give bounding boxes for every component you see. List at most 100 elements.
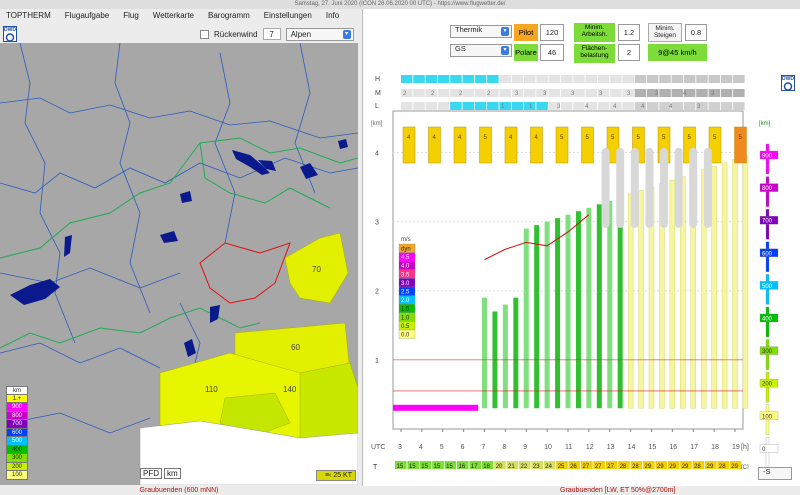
right-axis-swatch xyxy=(759,150,779,160)
temp-cell xyxy=(705,461,717,469)
km-unit-button[interactable]: km xyxy=(164,468,181,479)
region-value: Alpen xyxy=(290,29,312,39)
cloud-cell xyxy=(487,75,499,83)
cloud-cell xyxy=(720,102,733,110)
temp-cell xyxy=(729,461,742,469)
menu-einstellungen[interactable]: Einstellungen xyxy=(263,11,312,20)
cloud-puff xyxy=(630,147,639,228)
cloud-cell xyxy=(610,89,622,97)
cloud-cell xyxy=(524,102,536,110)
right-axis-swatch xyxy=(759,346,779,355)
flaechen-input[interactable]: 2 xyxy=(618,44,640,61)
unit-select[interactable]: -S xyxy=(758,467,792,480)
temp-cell xyxy=(717,461,729,469)
chevron-down-icon: ▾ xyxy=(342,29,351,39)
map-legend-items: 1.+ 900 800 700 600 500 400 300 200 100 xyxy=(6,394,28,480)
thermik-select[interactable]: Thermik ▾ xyxy=(450,25,512,38)
cloud-cell xyxy=(647,75,659,83)
cloud-base-label: 5 xyxy=(739,135,743,141)
cloud-cell xyxy=(499,89,511,97)
min-arbeit-label: Minim. Arbeitsh. xyxy=(574,23,615,42)
menu-flug[interactable]: Flug xyxy=(123,11,139,20)
temp-value: 29 xyxy=(707,464,714,469)
thermal-bar xyxy=(732,159,738,409)
cloud-cell xyxy=(597,89,610,97)
pilot-input[interactable]: 120 xyxy=(540,24,564,41)
min-arbeit-input[interactable]: 1.2 xyxy=(618,24,640,41)
cloud-column xyxy=(555,126,569,164)
glider-value: GS xyxy=(455,44,466,53)
right-axis-swatch xyxy=(759,281,779,290)
polare-input[interactable]: 46 xyxy=(540,44,564,61)
thermal-bar xyxy=(617,197,623,409)
cloud-column xyxy=(479,126,492,164)
unit-select-value: -S xyxy=(763,467,771,476)
thermal-panel: Thermik ▾ GS ▾ Pilot 120 Polare 46 Minim… xyxy=(362,9,800,486)
cloud-cell xyxy=(733,75,745,83)
cloud-cell xyxy=(696,75,708,83)
map-controls: Rückenwind 7 Alpen ▾ xyxy=(200,27,354,41)
cloud-cell xyxy=(437,102,450,110)
rueckenwind-value[interactable]: 7 xyxy=(262,28,281,40)
cloud-cell xyxy=(708,75,720,83)
temp-value: 16 xyxy=(459,464,466,469)
min-steigen-input[interactable]: 0.8 xyxy=(685,24,707,41)
weather-map[interactable]: 70 60 110 140 xyxy=(0,43,358,485)
menu-flugaufgabe[interactable]: Flugaufgabe xyxy=(64,11,110,20)
map-label-2: 60 xyxy=(291,343,300,352)
region-select[interactable]: Alpen ▾ xyxy=(285,27,354,41)
cloud-row-label: L xyxy=(375,103,379,110)
thermal-bar xyxy=(544,221,550,409)
right-axis-swatch xyxy=(759,248,779,257)
temp-cell xyxy=(556,461,568,469)
temp-value: 29 xyxy=(731,464,738,469)
cloud-cell xyxy=(425,102,438,110)
updraft-legend-label: 1.0 xyxy=(401,315,410,321)
map-label-1: 70 xyxy=(312,265,321,274)
map-legend-item: 500 xyxy=(6,437,28,446)
temp-cell xyxy=(643,461,655,469)
temp-cell xyxy=(519,461,531,469)
cloud-cell xyxy=(634,75,647,83)
cloud-l-value: 3 xyxy=(557,104,561,110)
glider-select[interactable]: GS ▾ xyxy=(450,44,512,57)
updraft-legend-swatch xyxy=(398,329,416,339)
menu-toptherm[interactable]: TOPTHERM xyxy=(6,11,51,20)
cloud-m-value: 3 xyxy=(543,91,547,97)
cloud-row-label: H xyxy=(375,76,380,83)
temp-value: 28 xyxy=(620,464,627,469)
temp-cell xyxy=(667,461,680,469)
temp-cell xyxy=(395,461,407,469)
thermal-bar xyxy=(680,176,686,409)
right-axis-swatch xyxy=(759,216,779,225)
cloud-m-value: 3 xyxy=(627,91,631,97)
temp-cell xyxy=(543,461,556,469)
cloud-m-value: 2 xyxy=(459,91,463,97)
pfd-button[interactable]: PFD xyxy=(140,468,162,479)
temp-unit: [C] xyxy=(741,465,749,469)
right-axis-label: 900 xyxy=(762,154,773,160)
menu-barogramm[interactable]: Barogramm xyxy=(208,11,250,20)
temp-value: 20 xyxy=(496,464,503,469)
cloud-cell xyxy=(511,89,524,97)
cloud-cell xyxy=(585,89,597,97)
thermal-bar xyxy=(596,204,602,409)
map-legend-item: 700 xyxy=(6,420,28,429)
temp-value: 15 xyxy=(409,464,416,469)
x-axis-label: UTC xyxy=(371,444,385,451)
map-legend-item: 600 xyxy=(6,428,28,437)
x-axis-unit: [h] xyxy=(741,444,749,451)
rueckenwind-checkbox[interactable] xyxy=(200,29,209,39)
map-legend-item: 800 xyxy=(6,411,28,420)
right-axis-label: 300 xyxy=(762,349,773,355)
menu-wetterkarte[interactable]: Wetterkarte xyxy=(152,11,194,20)
x-tick-label: 9 xyxy=(523,444,527,451)
right-axis-label: 400 xyxy=(762,317,773,323)
right-axis-swatch xyxy=(759,411,779,420)
cloud-row-label: M xyxy=(375,90,381,97)
y-tick-label: 2 xyxy=(375,289,379,296)
cloud-cell xyxy=(536,75,548,83)
menu-info[interactable]: Info xyxy=(325,11,340,20)
